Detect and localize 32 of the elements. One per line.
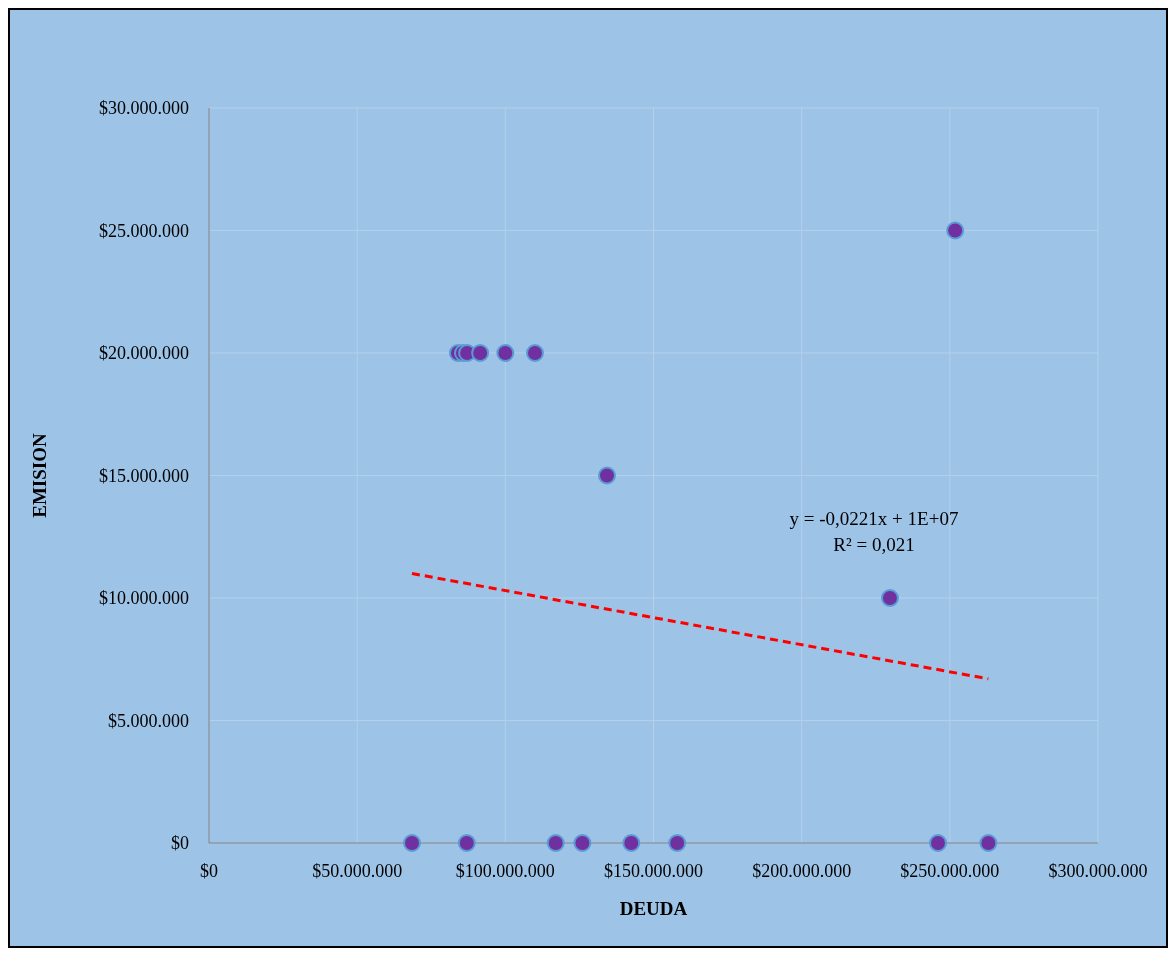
point [622,834,641,852]
x-tick-label: $100.000.000 [455,861,555,881]
y-axis-title: EMISION [29,432,50,518]
y-tick-label: $30.000.000 [99,98,189,119]
point [525,344,544,362]
x-axis-title: DEUDA [619,898,688,919]
x-tick-label: $150.000.000 [604,861,703,881]
x-tick-label: $300.000.000 [1048,861,1148,881]
y-tick-label: $5.000.000 [108,710,189,731]
y-tick-label: $15.000.000 [99,465,189,486]
point [668,834,687,852]
point [880,589,899,607]
annotation: R² = 0,021 [833,534,915,555]
y-tick-label: $0 [171,833,189,854]
point [573,834,592,852]
point [546,834,565,852]
point [598,466,616,485]
y-tick-label: $20.000.000 [99,343,189,364]
y-tick-label: $10.000.000 [99,588,189,609]
point [403,834,421,852]
point [929,834,947,852]
x-tick-label: $0 [200,861,218,881]
point [979,834,998,852]
x-tick-label: $250.000.000 [900,861,1000,881]
x-tick-label: $200.000.000 [752,861,852,881]
x-tick-label: $50.000.000 [312,861,403,881]
point [471,344,490,362]
y-tick-label: $25.000.000 [99,220,189,241]
point [496,344,515,362]
point [457,834,476,852]
annotation: y = -0,0221x + 1E+07 [789,508,959,529]
point [946,221,965,240]
